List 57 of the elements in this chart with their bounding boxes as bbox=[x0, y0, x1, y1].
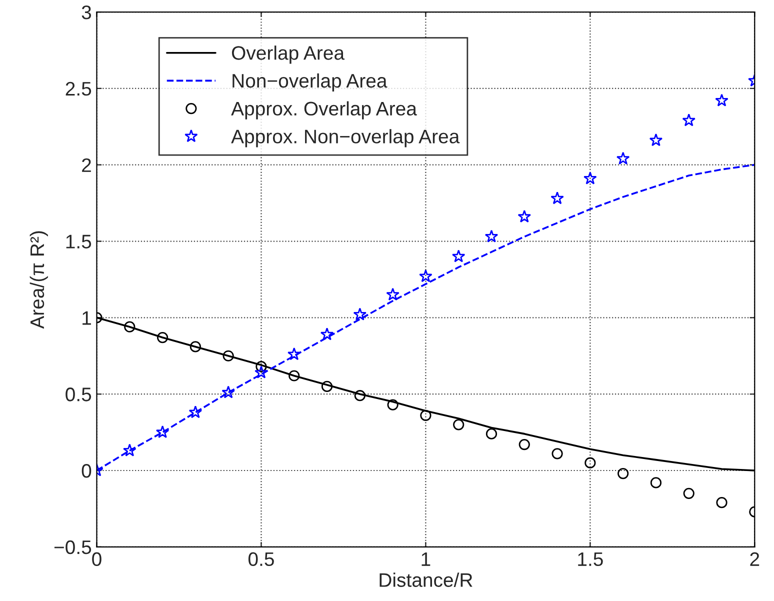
legend-label: Non−overlap Area bbox=[232, 73, 388, 92]
point bbox=[287, 347, 301, 360]
point bbox=[288, 370, 300, 382]
point bbox=[618, 468, 629, 480]
y-tick-label: 2.5 bbox=[66, 82, 92, 96]
point bbox=[486, 428, 498, 440]
y-tick-label: 2 bbox=[82, 158, 91, 172]
point bbox=[222, 386, 235, 398]
y-tick-label: 3 bbox=[82, 5, 92, 20]
point bbox=[484, 230, 498, 242]
x-axis-title: Distance/R bbox=[380, 572, 472, 587]
point bbox=[190, 341, 201, 352]
x-tick-label: 1 bbox=[422, 552, 430, 566]
point bbox=[518, 438, 530, 450]
point bbox=[453, 419, 464, 430]
point bbox=[716, 497, 728, 508]
point bbox=[254, 366, 268, 378]
y-tick-label: 1 bbox=[82, 311, 91, 325]
point bbox=[649, 133, 663, 146]
x-tick-label: 2 bbox=[750, 552, 760, 566]
point bbox=[222, 350, 234, 362]
point bbox=[387, 399, 398, 410]
point bbox=[354, 390, 366, 402]
y-axis-title: Area/(π R²) bbox=[30, 231, 48, 329]
point bbox=[452, 250, 466, 262]
x-tick-label: 0.5 bbox=[248, 552, 274, 566]
y-tick-label: 0 bbox=[82, 464, 92, 478]
point bbox=[518, 210, 532, 223]
point bbox=[124, 321, 136, 332]
point bbox=[584, 172, 597, 184]
point bbox=[386, 288, 400, 300]
legend-label: Overlap Area bbox=[232, 46, 345, 64]
point bbox=[420, 410, 432, 422]
legend-label: Approx. Non−overlap Area bbox=[231, 129, 460, 148]
point bbox=[552, 448, 563, 460]
point bbox=[156, 332, 168, 344]
point bbox=[320, 328, 334, 340]
point bbox=[715, 94, 728, 106]
point bbox=[353, 308, 367, 320]
y-tick-label: −0.5 bbox=[54, 540, 92, 554]
point bbox=[256, 361, 267, 372]
y-tick-label: 0.5 bbox=[66, 388, 92, 402]
point bbox=[616, 152, 630, 164]
y-tick-label: 1.5 bbox=[66, 234, 92, 248]
point bbox=[650, 477, 662, 488]
point bbox=[682, 114, 696, 126]
x-tick-label: 0 bbox=[92, 552, 102, 566]
point bbox=[156, 425, 170, 438]
point bbox=[419, 269, 432, 282]
x-tick-label: 1.5 bbox=[578, 552, 603, 566]
point bbox=[188, 405, 202, 418]
point bbox=[550, 192, 564, 204]
legend-label: Approx. Overlap Area bbox=[231, 101, 417, 120]
point bbox=[123, 444, 136, 456]
point bbox=[683, 488, 694, 499]
point bbox=[584, 457, 596, 468]
point bbox=[321, 380, 333, 392]
